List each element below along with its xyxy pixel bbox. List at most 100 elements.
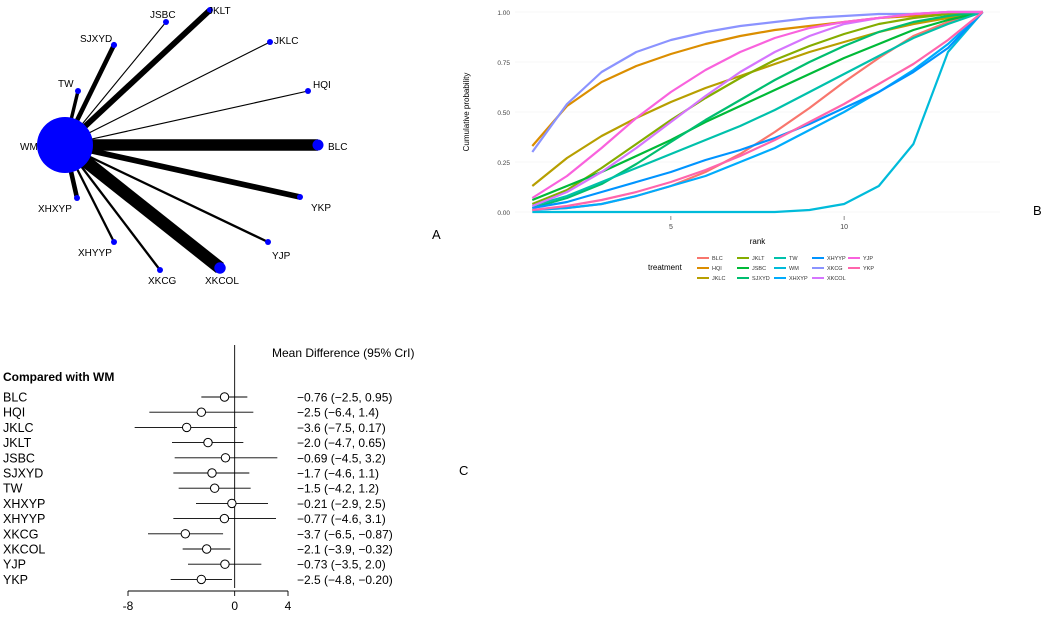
forest-row-value: −0.21 (−2.9, 2.5) bbox=[297, 497, 386, 511]
forest-row-label: XHYYP bbox=[3, 512, 45, 526]
forest-row-value: −0.77 (−4.6, 3.1) bbox=[297, 512, 386, 526]
forest-row-value: −3.6 (−7.5, 0.17) bbox=[297, 421, 386, 435]
forest-point-estimate bbox=[180, 529, 191, 539]
network-node-tw bbox=[75, 88, 81, 94]
network-plot-svg: WM BLC HQI JKLC JKLT JSBC SJXYD TW XHXYP XHYYP XKC… bbox=[20, 6, 347, 287]
forest-x-tick-label: -8 bbox=[123, 599, 134, 613]
forest-point-estimate bbox=[219, 392, 230, 402]
forest-row-label: JKLC bbox=[3, 421, 34, 435]
forest-group-label: Compared with WM bbox=[3, 370, 114, 384]
forest-row-value: −0.73 (−3.5, 2.0) bbox=[297, 558, 386, 572]
rankogram-series-wm bbox=[532, 11, 984, 214]
rankogram-legend-label-tw: TW bbox=[789, 256, 798, 262]
network-edge-jklc bbox=[64, 41, 271, 146]
forest-point-estimate bbox=[196, 574, 207, 585]
rankogram-x-tick-label: 10 bbox=[840, 224, 848, 231]
rankogram-legend-title: treatment bbox=[648, 263, 683, 272]
network-node-jklc bbox=[267, 39, 273, 45]
network-label-wm: WM bbox=[20, 142, 38, 153]
forest-row-value: −1.5 (−4.2, 1.2) bbox=[297, 482, 379, 496]
network-label-xkcol: XKCOL bbox=[205, 276, 239, 287]
network-label-tw: TW bbox=[58, 79, 74, 90]
forest-point-estimate bbox=[227, 498, 237, 509]
forest-title: Mean Difference (95% CrI) bbox=[272, 346, 415, 360]
network-label-yjp: YJP bbox=[272, 251, 291, 262]
forest-x-tick-label: 4 bbox=[285, 599, 292, 613]
forest-row-value: −0.69 (−4.5, 3.2) bbox=[297, 451, 386, 465]
forest-plot: Mean Difference (95% CrI) Compared with W… bbox=[0, 330, 520, 615]
forest-row-value: −2.0 (−4.7, 0.65) bbox=[297, 436, 386, 450]
forest-point-estimate bbox=[207, 468, 217, 478]
network-node-jsbc bbox=[163, 19, 169, 25]
rankogram-legend-label-ykp: YKP bbox=[863, 266, 874, 272]
forest-row-label: YKP bbox=[3, 573, 28, 587]
forest-row-value: −2.1 (−3.9, −0.32) bbox=[297, 543, 393, 557]
forest-point-estimate bbox=[181, 422, 192, 433]
network-node-xhyyp bbox=[111, 239, 117, 245]
network-node-sjxyd bbox=[110, 41, 118, 49]
rankogram-chart: 0.00 0.25 0.50 0.75 1.00 5 10 rank Cumulative pr… bbox=[455, 0, 1030, 300]
panel-label-b: B bbox=[1033, 203, 1042, 218]
network-node-blc bbox=[312, 139, 324, 151]
rankogram-legend-label-yjp: YJP bbox=[863, 256, 873, 262]
network-node-hqi bbox=[305, 88, 311, 94]
forest-row-value: −2.5 (−6.4, 1.4) bbox=[297, 406, 379, 420]
forest-point-estimate bbox=[203, 437, 213, 448]
rankogram-x-axis-title: rank bbox=[750, 237, 767, 246]
network-edge-jklt bbox=[63, 7, 212, 148]
network-node-xkcol bbox=[214, 262, 226, 274]
network-label-xkcg: XKCG bbox=[148, 276, 177, 287]
rankogram-series-hqi bbox=[531, 10, 983, 147]
rankogram-y-tick-label: 0.25 bbox=[497, 160, 510, 167]
rankogram-series-tw bbox=[531, 10, 984, 208]
forest-row-label: TW bbox=[3, 482, 23, 496]
panel-label-c: C bbox=[459, 463, 469, 478]
forest-row-value: −1.7 (−4.6, 1.1) bbox=[297, 467, 379, 481]
network-node-yjp bbox=[265, 239, 271, 245]
forest-row-value: −2.5 (−4.8, −0.20) bbox=[297, 573, 393, 587]
rankogram-legend-label-xhyyp: XHYYP bbox=[827, 256, 846, 262]
rankogram-y-tick-label: 0.50 bbox=[497, 110, 510, 117]
rankogram-legend-label-blc: BLC bbox=[712, 256, 723, 262]
network-plot: WM BLC HQI JKLC JKLT JSBC SJXYD TW XHXYP XHYYP XKC… bbox=[0, 0, 420, 300]
forest-point-estimate bbox=[219, 513, 230, 524]
rankogram-series-yjp bbox=[531, 10, 983, 199]
forest-x-tick-label: 0 bbox=[231, 599, 238, 613]
rankogram-x-tick-label: 5 bbox=[669, 224, 673, 231]
network-node-jklt bbox=[207, 7, 213, 13]
network-label-ykp: YKP bbox=[311, 203, 331, 214]
network-label-blc: BLC bbox=[328, 142, 347, 153]
forest-row-label: XKCG bbox=[3, 527, 38, 541]
rankogram-svg: 0.00 0.25 0.50 0.75 1.00 5 10 rank Cumulative pr… bbox=[462, 8, 1000, 282]
network-label-jsbc: JSBC bbox=[150, 10, 176, 21]
rankogram-y-tick-label: 0.00 bbox=[497, 210, 510, 217]
network-label-xhxyp: XHXYP bbox=[38, 204, 72, 215]
rankogram-series-ykp bbox=[532, 11, 984, 212]
forest-row-label: XHXYP bbox=[3, 497, 45, 511]
forest-row-label: YJP bbox=[3, 558, 26, 572]
forest-row-label: BLC bbox=[3, 391, 27, 405]
network-label-jklc: JKLC bbox=[274, 36, 298, 47]
network-edge-ykp bbox=[64, 142, 301, 200]
forest-row-label: HQI bbox=[3, 406, 25, 420]
forest-point-estimate bbox=[196, 407, 207, 417]
forest-plot-svg: Mean Difference (95% CrI) Compared with W… bbox=[3, 345, 415, 613]
rankogram-legend-label-jsbc: JSBC bbox=[752, 266, 766, 272]
forest-point-estimate bbox=[220, 453, 231, 463]
forest-row-label: JKLT bbox=[3, 436, 32, 450]
rankogram-legend-label-jklt: JKLT bbox=[752, 256, 765, 262]
rankogram-legend-label-wm: WM bbox=[789, 266, 799, 272]
forest-row-label: XKCOL bbox=[3, 543, 45, 557]
rankogram-y-axis-title: Cumulative probability bbox=[462, 73, 471, 152]
network-label-jklt: JKLT bbox=[208, 6, 231, 17]
network-label-xhyyp: XHYYP bbox=[78, 248, 112, 259]
network-label-hqi: HQI bbox=[313, 80, 331, 91]
rankogram-legend-label-hqi: HQI bbox=[712, 266, 722, 272]
rankogram-series-jklt bbox=[531, 10, 983, 206]
network-node-ykp bbox=[297, 194, 303, 200]
network-node-xhxyp bbox=[74, 195, 80, 201]
forest-point-estimate bbox=[209, 483, 220, 493]
forest-row-value: −3.7 (−6.5, −0.87) bbox=[297, 527, 393, 541]
rankogram-legend-label-xkcol: XKCOL bbox=[827, 276, 846, 282]
rankogram-legend-label-xhxyp: XHXYP bbox=[789, 276, 808, 282]
